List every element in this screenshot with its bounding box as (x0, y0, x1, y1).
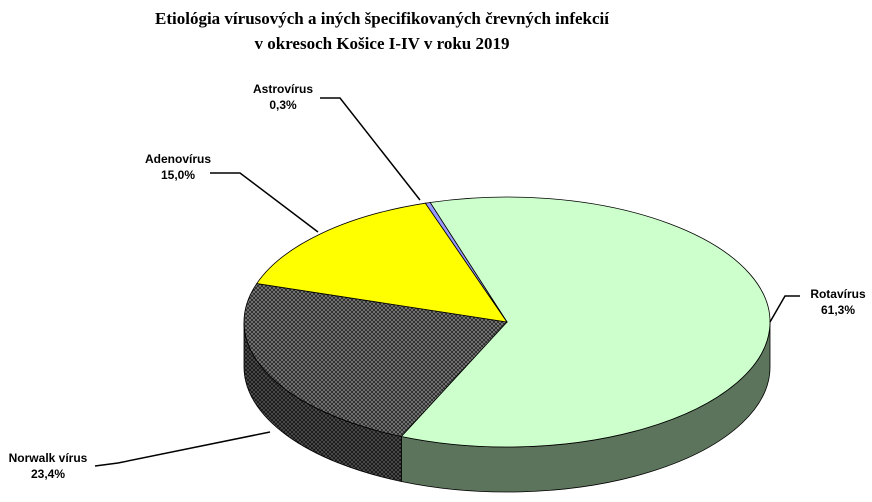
data-label: Adenovírus (145, 152, 211, 166)
slice (243, 283, 508, 437)
data-label: 0,3% (269, 98, 297, 112)
data-label: Astrovírus (253, 82, 313, 96)
leader-line (94, 431, 271, 467)
leader-line (769, 295, 800, 323)
chart-title: v okresoch Košice I-IV v roku 2019 (254, 34, 509, 53)
slice (424, 202, 508, 323)
leader-line (320, 97, 421, 201)
leader-line (210, 172, 319, 233)
data-label: 23,4% (31, 467, 65, 481)
data-label: Norwalk vírus (9, 451, 88, 465)
slice (256, 202, 508, 323)
data-label: 61,3% (821, 303, 855, 317)
slice (400, 196, 771, 448)
chart-title: Etiológia vírusových a iných špecifikova… (155, 9, 609, 28)
data-label: Rotavírus (810, 287, 866, 301)
data-label: 15,0% (161, 168, 195, 182)
